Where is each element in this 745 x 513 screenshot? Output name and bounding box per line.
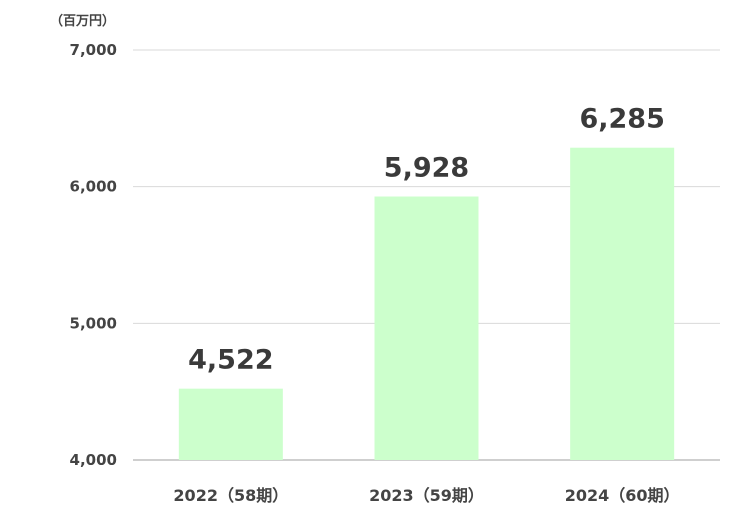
- data-label: 6,285: [579, 104, 664, 135]
- y-tick-label: 7,000: [70, 41, 117, 59]
- data-label: 5,928: [384, 153, 469, 184]
- y-tick-label: 5,000: [70, 314, 117, 332]
- bar: [374, 196, 479, 461]
- y-tick-label: 4,000: [70, 451, 117, 469]
- bars: [178, 147, 675, 461]
- y-tick-labels: 4,000 5,000 6,000 7,000: [70, 41, 117, 469]
- data-label: 4,522: [188, 345, 273, 376]
- category-labels: 2022（58期） 2023（59期） 2024（60期）: [173, 486, 679, 505]
- category-label: 2022（58期）: [173, 486, 288, 505]
- y-axis-unit-label: （百万円）: [50, 14, 116, 29]
- bar: [570, 147, 675, 460]
- y-tick-label: 6,000: [70, 178, 117, 196]
- category-label: 2023（59期）: [369, 486, 484, 505]
- data-labels: 4,522 5,928 6,285: [188, 104, 665, 376]
- category-label: 2024（60期）: [565, 486, 680, 505]
- bar: [178, 388, 283, 460]
